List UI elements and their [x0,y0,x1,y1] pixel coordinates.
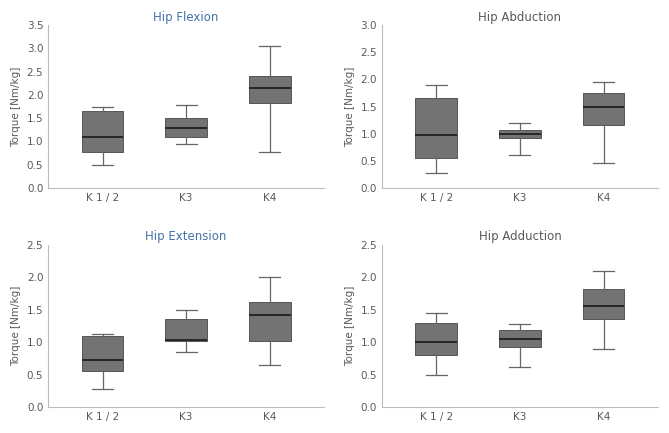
Title: Hip Abduction: Hip Abduction [478,11,561,24]
PathPatch shape [583,93,624,126]
Y-axis label: Torque [Nm/kg]: Torque [Nm/kg] [345,286,355,366]
Y-axis label: Torque [Nm/kg]: Torque [Nm/kg] [11,286,21,366]
PathPatch shape [499,330,541,347]
PathPatch shape [82,111,123,152]
PathPatch shape [583,289,624,319]
PathPatch shape [82,336,123,371]
PathPatch shape [415,323,457,355]
PathPatch shape [249,302,290,341]
PathPatch shape [249,76,290,103]
PathPatch shape [165,118,207,137]
PathPatch shape [415,98,457,158]
Y-axis label: Torque [Nm/kg]: Torque [Nm/kg] [11,66,21,147]
PathPatch shape [499,130,541,138]
Y-axis label: Torque [Nm/kg]: Torque [Nm/kg] [345,66,355,147]
PathPatch shape [165,319,207,341]
Title: Hip Adduction: Hip Adduction [478,230,561,243]
Title: Hip Extension: Hip Extension [145,230,227,243]
Title: Hip Flexion: Hip Flexion [153,11,219,24]
